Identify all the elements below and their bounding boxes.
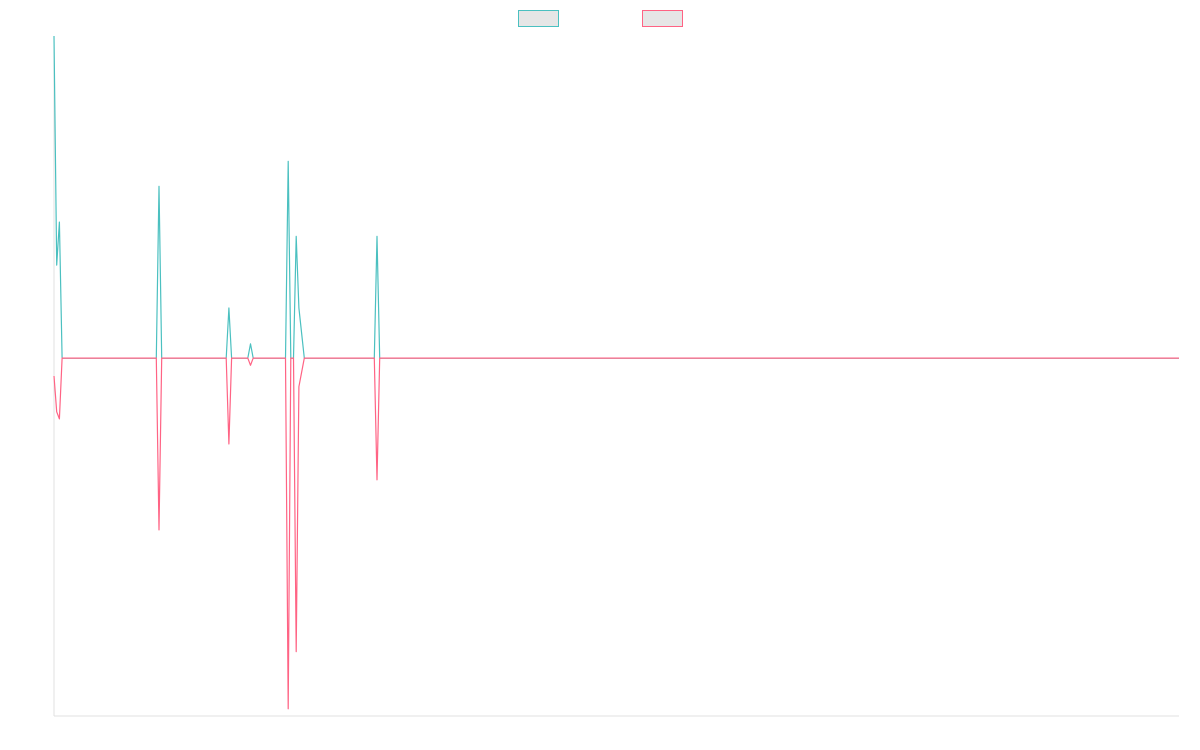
legend <box>518 10 683 27</box>
series-1-line <box>53 35 1179 359</box>
series-group <box>53 35 1179 710</box>
series-2-line <box>53 357 1179 710</box>
legend-swatch-series-2[interactable] <box>642 10 683 27</box>
legend-swatch-series-1[interactable] <box>518 10 559 27</box>
chart-axes <box>53 36 1179 717</box>
